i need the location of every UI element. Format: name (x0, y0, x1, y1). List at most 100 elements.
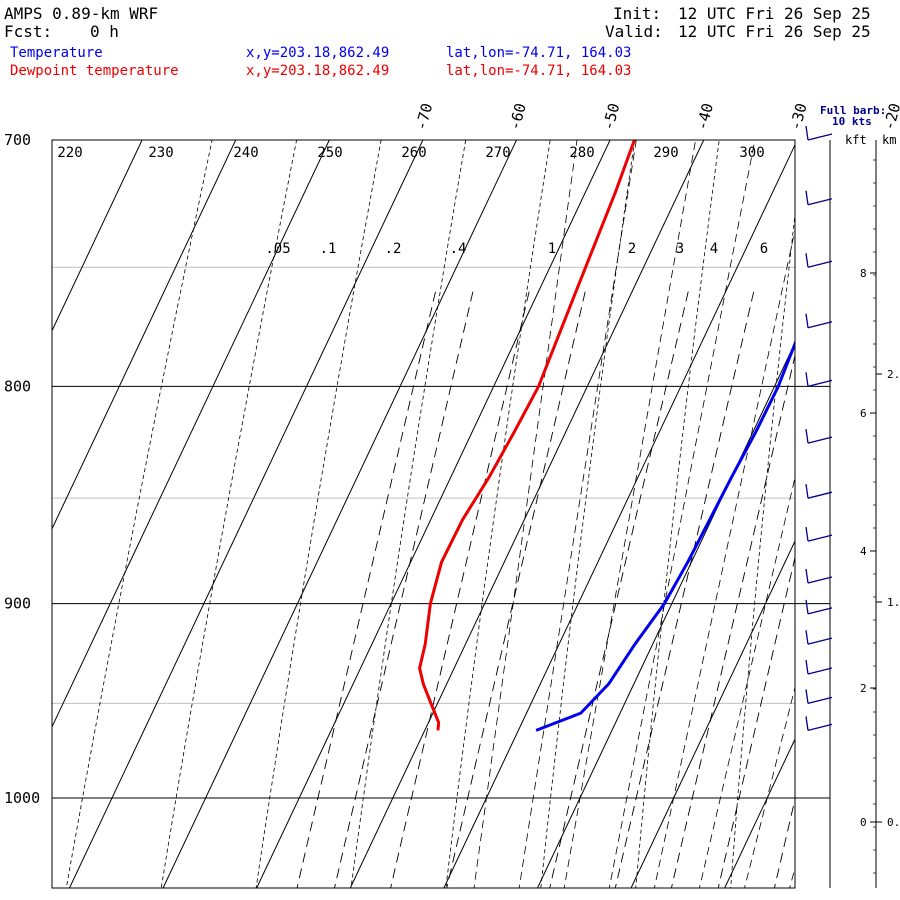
wind-barb (805, 484, 833, 499)
isotherm (52, 140, 143, 332)
isotherm (630, 539, 795, 888)
plot-frame (51, 139, 796, 889)
wind-barb-staff (807, 534, 833, 542)
wind-barb-flag (805, 253, 809, 268)
wind-barb-flag (805, 372, 809, 387)
valid-value: 12 UTC Fri 26 Sep 25 (678, 22, 871, 41)
mixing-ratio-label: 1 (548, 241, 556, 257)
wind-barb (805, 659, 833, 675)
wind-barb-staff (807, 436, 833, 444)
dry-adiabat-label: 260 (401, 145, 426, 161)
wind-barb-staff (807, 607, 833, 615)
wind-barb-staff (807, 198, 833, 206)
mixing-ratio-line (334, 291, 474, 888)
wind-barb-flag (805, 429, 809, 444)
mixing-ratio-label: .1 (320, 241, 337, 257)
isotherm (52, 140, 330, 729)
pressure-tick-label: 1000 (4, 789, 40, 807)
dry-adiabat (635, 140, 720, 888)
isotherm (162, 140, 517, 888)
fcst-value: 0 h (90, 22, 119, 41)
wind-barb-staff (807, 637, 833, 645)
mixing-ratio-label: 6 (760, 241, 768, 257)
legend-temperature-label: Temperature (10, 45, 103, 61)
wind-barb-staff (807, 667, 833, 675)
mixing-ratio-line (614, 291, 755, 888)
wind-barb (805, 630, 833, 645)
mixing-ratio-line (670, 353, 795, 888)
kft-tick-label: 2 (860, 682, 867, 695)
dry-adiabat-label: 230 (148, 145, 173, 161)
pressure-tick-label: 900 (4, 595, 31, 613)
isotherm (818, 140, 900, 888)
legend-dewpoint-latlon: lat,lon=-74.71, 164.03 (446, 63, 632, 79)
dewpoint-profile-line (418, 140, 636, 731)
wind-barb-flag (805, 689, 809, 704)
wind-barb-staff (807, 133, 833, 141)
wind-barb (805, 599, 833, 615)
wind-barb (805, 372, 833, 387)
wind-barb-flag (805, 716, 809, 731)
wind-barb-flag (805, 630, 809, 645)
wind-barb-flag (805, 659, 809, 675)
temperature-tick-label: -30 (786, 101, 810, 132)
temperature-tick-label: -70 (412, 101, 436, 132)
km-tick-label: 2. (887, 368, 900, 381)
wind-barb (805, 568, 833, 584)
wind-barb-flag (805, 568, 809, 584)
temperature-tick-label: -50 (599, 101, 623, 132)
isotherm (69, 140, 424, 888)
moist-adiabat (473, 140, 578, 888)
kft-tick-label: 0 (860, 816, 867, 829)
valid-label: Valid: (605, 22, 663, 41)
dry-adiabat (540, 140, 636, 888)
dry-adiabat-label: 280 (569, 145, 594, 161)
wind-barb-flag (805, 599, 809, 614)
moist-adiabat (698, 475, 795, 888)
temperature-profile-line (535, 339, 795, 732)
wind-barb-staff (807, 379, 833, 387)
mixing-ratio-label: .4 (450, 241, 467, 257)
wind-barb-flag (805, 125, 809, 141)
wind-barb (805, 253, 833, 268)
moist-adiabat (608, 140, 756, 888)
wind-barb-flag (805, 526, 809, 542)
isotherm (349, 140, 705, 888)
dry-adiabat-label: 220 (57, 145, 82, 161)
dry-adiabat (445, 140, 551, 888)
mixing-ratio-line (446, 291, 586, 888)
wind-barb-staff (807, 491, 833, 499)
temperature-tick-label: -60 (505, 101, 529, 132)
kft-label: kft (845, 133, 867, 147)
mixing-ratio-line (296, 291, 436, 888)
kft-tick-label: 8 (860, 267, 867, 280)
model-title: AMPS 0.89-km WRF (4, 4, 159, 23)
isotherm (724, 737, 795, 888)
isotherm (52, 140, 237, 530)
kft-tick-label: 6 (860, 407, 867, 420)
wind-barb-staff (807, 576, 833, 584)
isotherm (443, 143, 795, 888)
legend-temperature-coords: x,y=203.18,862.49 (246, 45, 390, 61)
init-label: Init: (613, 4, 662, 23)
dry-adiabat-label: 300 (739, 145, 764, 161)
dry-adiabat (350, 140, 467, 888)
wind-barb-flag (805, 190, 809, 205)
dry-adiabat-label: 240 (233, 145, 258, 161)
km-tick-label: 0. (887, 816, 900, 829)
mixing-ratio-label: .05 (265, 241, 290, 257)
mixing-ratio-line (773, 797, 795, 888)
dry-adiabat (65, 140, 213, 888)
mixing-ratio-line (717, 555, 795, 888)
dry-adiabat (255, 140, 382, 888)
mixing-ratio-line (390, 291, 530, 888)
dry-adiabat-label: 270 (485, 145, 510, 161)
km-label: km (882, 133, 896, 147)
temperature-tick-label: -20 (880, 101, 900, 132)
dry-adiabat-label: 250 (317, 145, 342, 161)
dry-adiabat (160, 140, 298, 888)
wind-barb (805, 313, 833, 329)
wind-barb (805, 429, 833, 444)
wind-barb (805, 190, 833, 206)
